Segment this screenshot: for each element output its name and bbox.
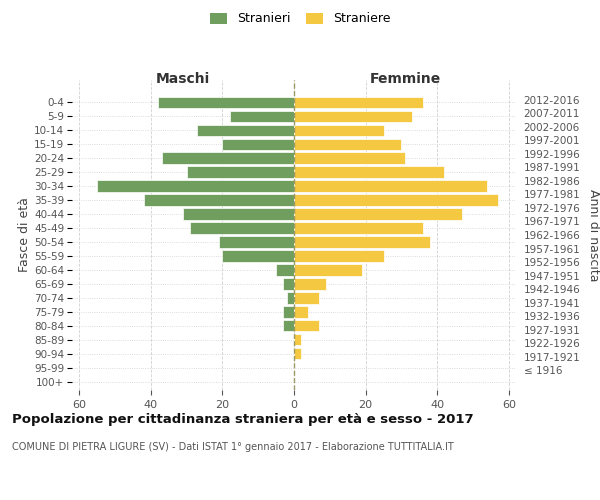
Bar	[294, 110, 412, 122]
Bar	[294, 264, 362, 276]
Bar	[294, 180, 487, 192]
Bar	[197, 124, 294, 136]
Bar	[294, 278, 326, 289]
Bar	[294, 306, 308, 318]
Text: COMUNE DI PIETRA LIGURE (SV) - Dati ISTAT 1° gennaio 2017 - Elaborazione TUTTITA: COMUNE DI PIETRA LIGURE (SV) - Dati ISTA…	[12, 442, 454, 452]
Bar	[187, 166, 294, 178]
Y-axis label: Fasce di età: Fasce di età	[19, 198, 31, 272]
Bar	[230, 110, 294, 122]
Bar	[294, 320, 319, 332]
Bar	[294, 236, 430, 248]
Text: Maschi: Maschi	[156, 72, 210, 86]
Legend: Stranieri, Straniere: Stranieri, Straniere	[206, 8, 394, 29]
Bar	[161, 152, 294, 164]
Text: Femmine: Femmine	[370, 72, 440, 86]
Bar	[143, 194, 294, 206]
Bar	[294, 124, 383, 136]
Bar	[183, 208, 294, 220]
Bar	[223, 250, 294, 262]
Bar	[294, 292, 319, 304]
Bar	[294, 208, 462, 220]
Bar	[190, 222, 294, 234]
Bar	[283, 320, 294, 332]
Bar	[223, 138, 294, 150]
Text: Popolazione per cittadinanza straniera per età e sesso - 2017: Popolazione per cittadinanza straniera p…	[12, 412, 473, 426]
Bar	[294, 96, 423, 108]
Bar	[283, 306, 294, 318]
Bar	[294, 194, 498, 206]
Bar	[294, 152, 405, 164]
Bar	[294, 222, 423, 234]
Bar	[294, 166, 445, 178]
Bar	[294, 334, 301, 345]
Bar	[276, 264, 294, 276]
Bar	[294, 348, 301, 360]
Bar	[287, 292, 294, 304]
Bar	[294, 250, 383, 262]
Bar	[97, 180, 294, 192]
Bar	[158, 96, 294, 108]
Y-axis label: Anni di nascita: Anni di nascita	[587, 188, 600, 281]
Bar	[294, 138, 401, 150]
Bar	[283, 278, 294, 289]
Bar	[219, 236, 294, 248]
